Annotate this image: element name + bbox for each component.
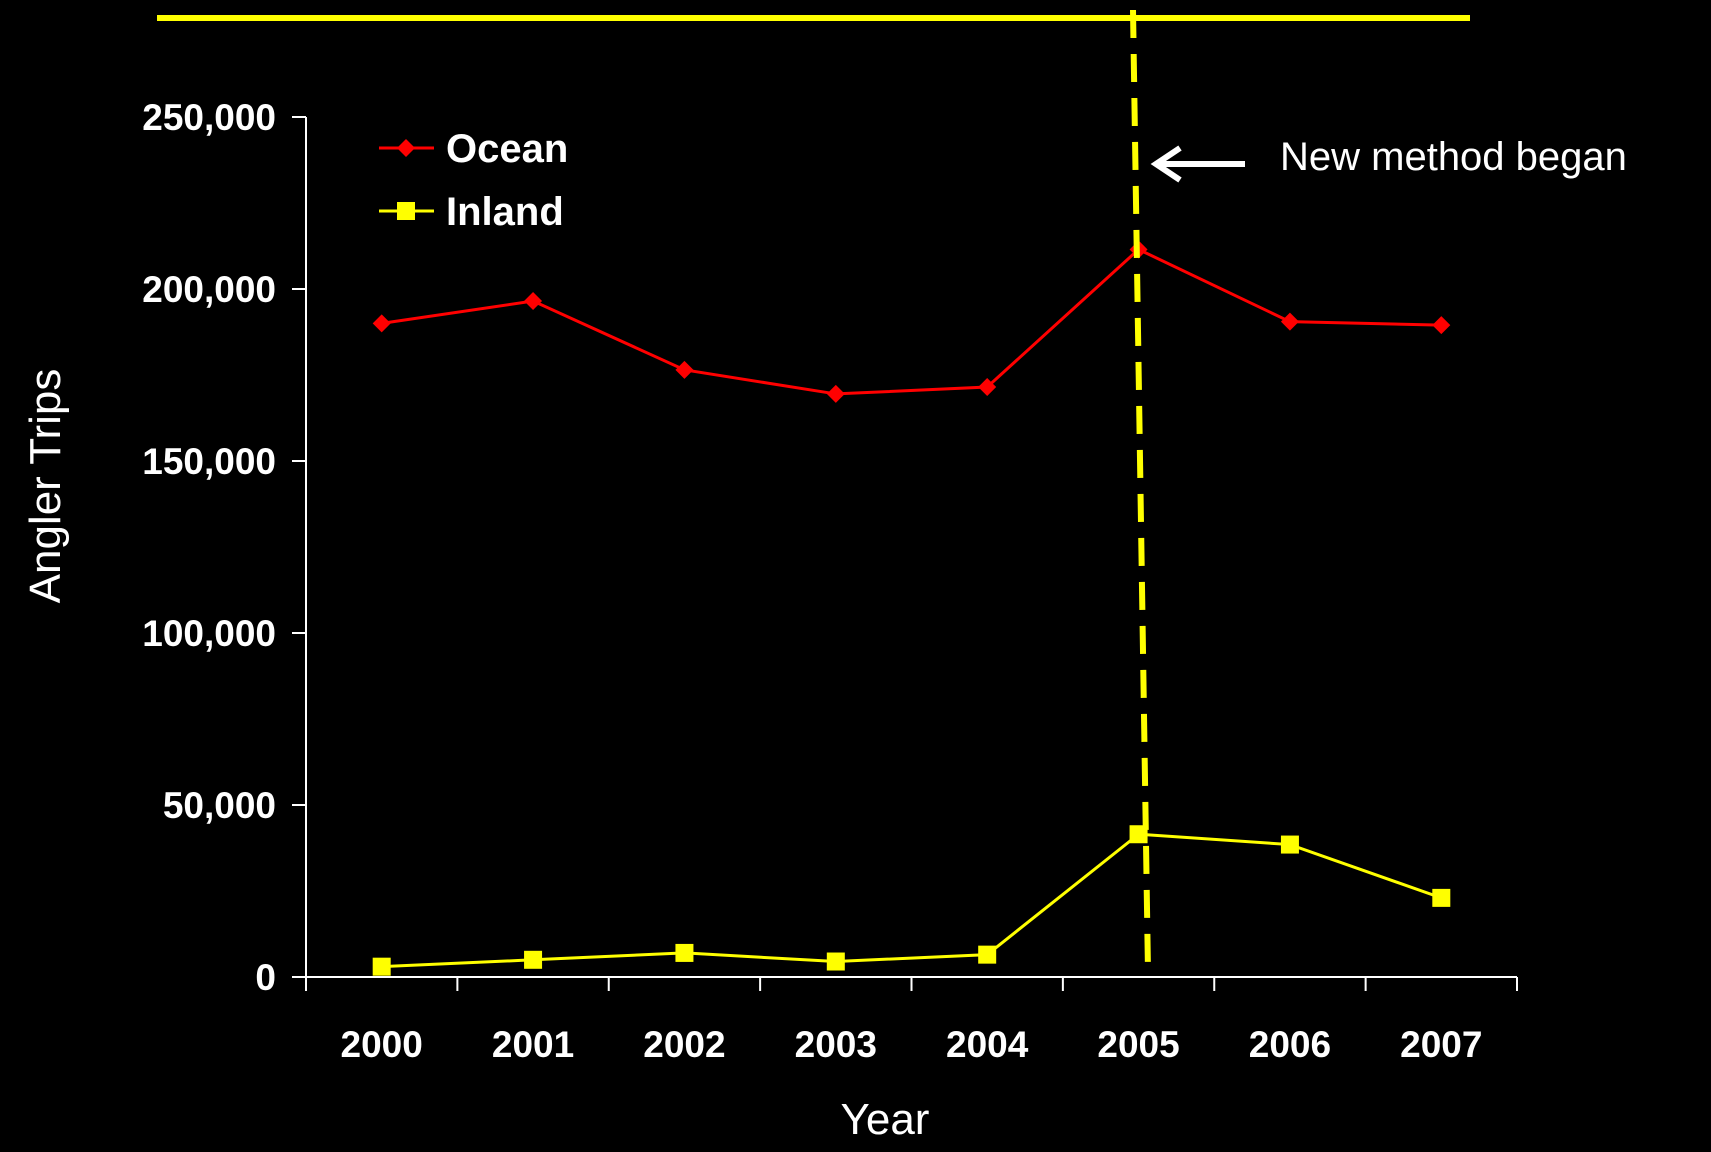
legend-marker-icon bbox=[397, 139, 415, 157]
y-tick-label: 100,000 bbox=[142, 613, 276, 654]
y-tick-label: 150,000 bbox=[142, 441, 276, 482]
data-point bbox=[675, 360, 694, 379]
x-tick-label: 2004 bbox=[946, 1024, 1029, 1065]
series-line bbox=[381, 832, 1442, 969]
data-point bbox=[1432, 316, 1451, 335]
data-point bbox=[826, 384, 845, 403]
data-point bbox=[1280, 835, 1299, 854]
legend-item-inland: Inland bbox=[379, 190, 564, 234]
x-tick-label: 2003 bbox=[795, 1024, 877, 1065]
x-axis-title: Year bbox=[841, 1095, 930, 1144]
data-point bbox=[524, 292, 543, 311]
y-tick-label: 250,000 bbox=[142, 97, 276, 138]
y-tick-label: 50,000 bbox=[163, 785, 276, 826]
x-tick-label: 2000 bbox=[341, 1024, 423, 1065]
data-point bbox=[372, 314, 391, 333]
series-inland bbox=[372, 825, 1451, 976]
data-point bbox=[524, 950, 543, 969]
series-ocean bbox=[372, 240, 1451, 403]
legend-marker-icon bbox=[397, 202, 415, 220]
data-point bbox=[978, 945, 997, 964]
data-point bbox=[1432, 888, 1451, 907]
annotation-text: New method began bbox=[1280, 135, 1627, 179]
x-tick-label: 2002 bbox=[643, 1024, 725, 1065]
data-point bbox=[826, 952, 845, 971]
y-axis: 0 50,000 100,000 150,000 200,000 250,000 bbox=[142, 97, 307, 998]
data-point bbox=[372, 957, 391, 976]
legend-label: Ocean bbox=[446, 127, 568, 171]
x-tick-label: 2006 bbox=[1249, 1024, 1331, 1065]
y-tick-label: 0 bbox=[255, 957, 276, 998]
y-tick-label: 200,000 bbox=[142, 269, 276, 310]
data-point bbox=[1280, 312, 1299, 331]
new-method-marker-line bbox=[1130, 9, 1151, 973]
x-tick-label: 2001 bbox=[492, 1024, 574, 1065]
data-point bbox=[978, 378, 997, 397]
annotation-arrow-icon bbox=[1150, 145, 1245, 183]
y-axis-title: Angler Trips bbox=[21, 369, 70, 604]
legend-item-ocean: Ocean bbox=[379, 127, 568, 171]
series-layer bbox=[372, 240, 1451, 976]
data-point bbox=[675, 943, 694, 962]
legend: Ocean Inland bbox=[379, 127, 568, 234]
x-tick-label: 2005 bbox=[1097, 1024, 1179, 1065]
series-line bbox=[381, 247, 1442, 396]
x-axis: 2000 2001 2002 2003 2004 2005 2006 2007 bbox=[305, 976, 1518, 1065]
legend-label: Inland bbox=[446, 190, 564, 234]
x-tick-label: 2007 bbox=[1400, 1024, 1482, 1065]
